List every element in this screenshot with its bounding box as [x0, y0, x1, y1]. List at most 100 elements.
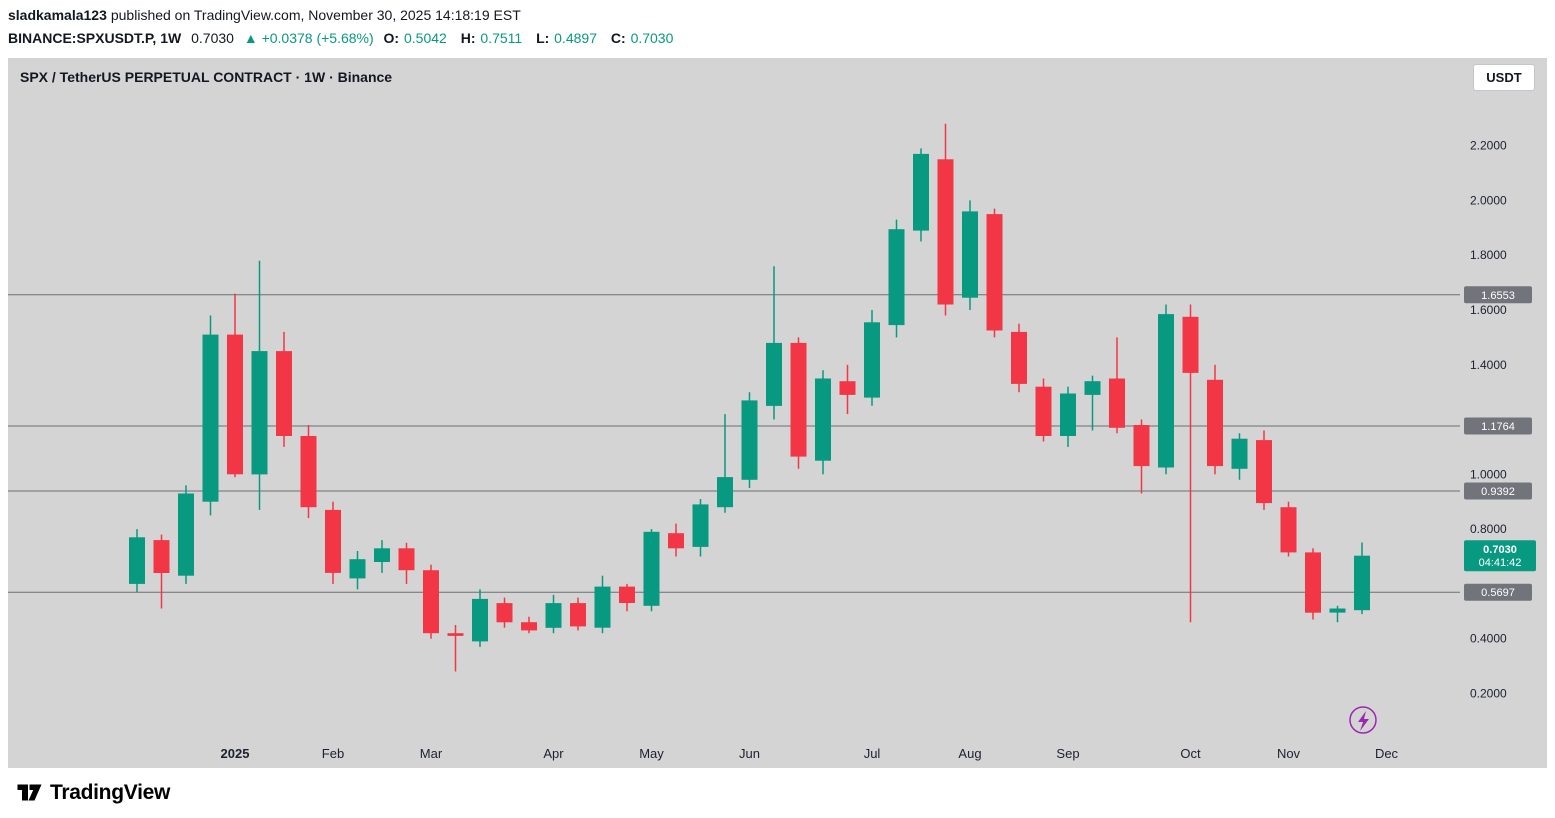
candle — [839, 381, 856, 395]
candle — [1182, 316, 1199, 373]
price-level-badge[interactable] — [1464, 286, 1532, 304]
price-level-badge-label: 0.9392 — [1481, 486, 1515, 498]
candle — [227, 334, 243, 475]
candle — [594, 586, 611, 628]
price-level-badge-label: 1.1764 — [1481, 421, 1515, 433]
price-level-badge-label: 0.5697 — [1481, 587, 1515, 599]
candle — [496, 603, 513, 623]
candle — [815, 378, 831, 461]
candle — [1133, 425, 1150, 467]
candle — [668, 533, 684, 549]
candle — [129, 537, 145, 584]
candle — [986, 214, 1003, 331]
candle — [1354, 555, 1370, 611]
candle — [1158, 314, 1174, 468]
candle — [888, 229, 905, 326]
candle — [1060, 393, 1076, 436]
candle — [766, 342, 782, 406]
y-axis-label: 0.4000 — [1470, 632, 1507, 646]
candle — [349, 559, 366, 579]
price-level-badge[interactable] — [1464, 482, 1532, 500]
candle — [398, 548, 415, 571]
x-axis-label: Sep — [1056, 746, 1079, 761]
candle — [1035, 386, 1052, 436]
candle — [937, 159, 954, 305]
last-price: 0.7030 — [191, 30, 234, 46]
current-price-badge[interactable] — [1464, 540, 1536, 572]
y-axis-label: 2.2000 — [1470, 139, 1507, 153]
x-axis-label: Dec — [1375, 746, 1399, 761]
symbol-name: BINANCE:SPXUSDT.P, 1W — [8, 30, 182, 46]
current-price-label: 0.7030 — [1483, 544, 1517, 556]
candle — [1329, 608, 1346, 613]
chart-panel: SPX / TetherUS PERPETUAL CONTRACT · 1W ·… — [8, 58, 1547, 768]
candle — [251, 351, 268, 475]
y-axis-label: 1.0000 — [1470, 467, 1507, 481]
published-text: published on TradingView.com, November 3… — [110, 7, 521, 23]
candle — [1305, 552, 1321, 613]
published-bar: sladkamala123 published on TradingView.co… — [8, 7, 521, 23]
close-label: C: — [610, 30, 626, 46]
candle — [643, 531, 660, 606]
candle — [300, 436, 317, 508]
price-level-badge[interactable] — [1464, 417, 1532, 435]
candle — [790, 342, 807, 457]
author-username[interactable]: sladkamala123 — [8, 7, 107, 23]
candle — [178, 493, 194, 576]
candle — [325, 509, 341, 573]
tradingview-logo-icon[interactable] — [16, 779, 43, 806]
tradingview-logo-text[interactable]: TradingView — [50, 780, 171, 804]
candle — [423, 570, 439, 634]
candle — [1280, 507, 1297, 553]
high-label: H: — [460, 30, 476, 46]
low-label: L: — [536, 30, 550, 46]
candle — [545, 603, 562, 628]
x-axis-label: Mar — [420, 746, 443, 761]
x-axis-label: Jun — [739, 746, 760, 761]
x-axis-label: May — [639, 746, 664, 761]
candle — [1084, 381, 1101, 395]
x-axis-label: Apr — [543, 746, 564, 761]
low-value: 0.4897 — [554, 30, 597, 46]
price-level-badge-label: 1.6553 — [1481, 290, 1515, 302]
x-axis-label: Oct — [1180, 746, 1201, 761]
y-axis-label: 0.2000 — [1470, 686, 1507, 700]
candle — [1231, 438, 1248, 469]
currency-unit-button[interactable]: USDT — [1473, 64, 1535, 91]
open-value: 0.5042 — [404, 30, 447, 46]
y-axis-label: 2.0000 — [1470, 193, 1507, 207]
price-level-badge[interactable] — [1464, 583, 1532, 601]
y-axis-label: 0.8000 — [1470, 522, 1507, 536]
x-axis-label: Jul — [864, 746, 881, 761]
high-value: 0.7511 — [480, 30, 523, 46]
candle — [521, 622, 537, 631]
candle — [692, 504, 709, 547]
x-axis-label: Feb — [322, 746, 344, 761]
lightning-icon[interactable] — [1349, 706, 1377, 734]
candle — [202, 334, 219, 502]
x-axis-label: Nov — [1277, 746, 1301, 761]
candle — [276, 351, 292, 436]
candle — [717, 477, 733, 508]
current-price-countdown: 04:41:42 — [1479, 557, 1522, 569]
y-axis-label: 1.4000 — [1470, 358, 1507, 372]
candle — [447, 633, 464, 636]
candle — [1207, 379, 1223, 467]
chart-title: SPX / TetherUS PERPETUAL CONTRACT · 1W ·… — [20, 69, 393, 85]
candle — [864, 322, 880, 398]
y-axis-label: 1.8000 — [1470, 248, 1507, 262]
candle — [962, 211, 978, 298]
footer: TradingView — [16, 779, 170, 806]
candle — [570, 603, 586, 627]
candle — [1256, 440, 1272, 504]
y-axis-label: 1.6000 — [1470, 303, 1507, 317]
candle — [741, 400, 758, 480]
candle — [153, 540, 170, 573]
candle — [472, 598, 488, 642]
x-axis-label: Aug — [958, 746, 981, 761]
candlestick-chart[interactable]: 2.2000 2.0000 1.8000 1.6000 1.4000 1.0000 0.80… — [8, 58, 1547, 768]
price-change: ▲ +0.0378 (+5.68%) — [243, 30, 374, 46]
candle — [1109, 378, 1125, 428]
candle — [1011, 331, 1027, 384]
symbol-bar: BINANCE:SPXUSDT.P, 1W 0.7030 ▲ +0.0378 (… — [8, 30, 683, 46]
